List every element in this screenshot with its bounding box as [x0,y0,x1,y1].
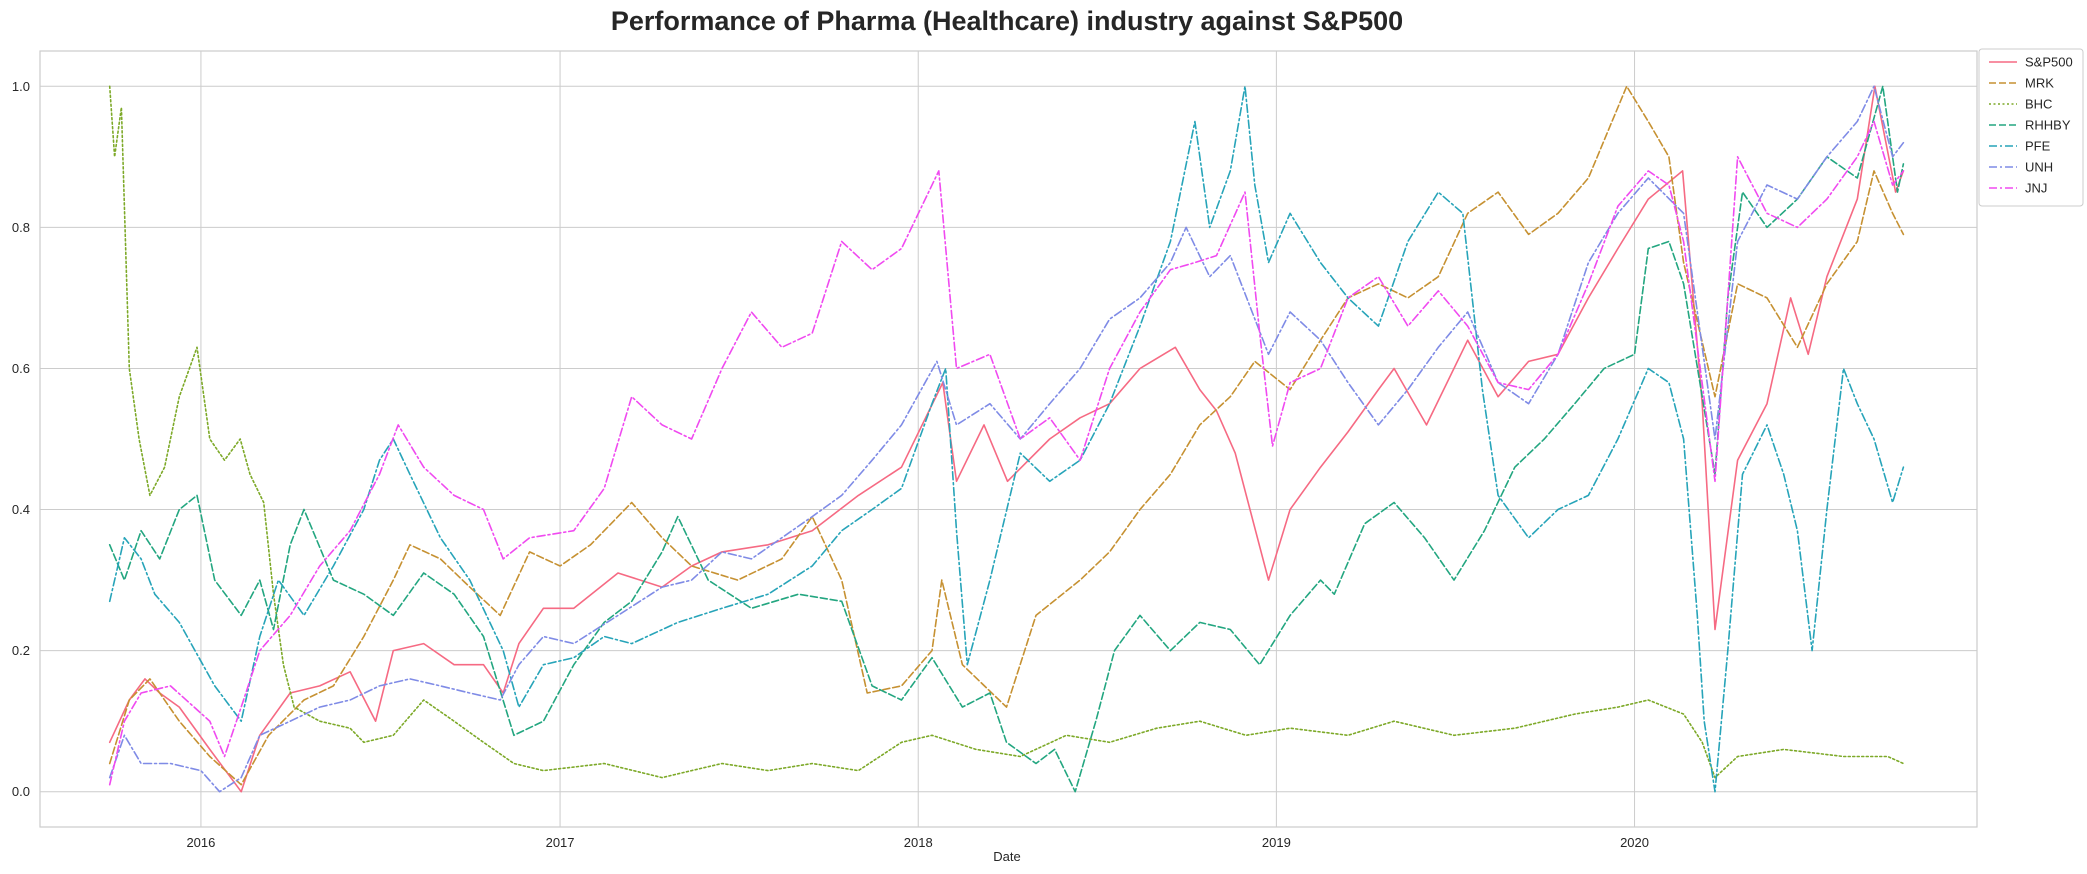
series-line-jnj [108,120,1905,786]
y-tick-label: 1.0 [12,79,30,94]
y-tick-label: 0.0 [12,784,30,799]
legend-label: JNJ [2025,181,2047,196]
legend-label: UNH [2025,160,2053,175]
series-line-s-p500 [108,85,1905,793]
y-tick-label: 0.8 [12,220,30,235]
legend-label: BHC [2025,97,2052,112]
y-tick-label: 0.4 [12,502,30,517]
legend-label: S&P500 [2025,55,2073,70]
legend-label: MRK [2025,76,2054,91]
x-tick-labels: 2016 2017 2018 2019 2020 [186,835,1649,850]
series-lines [108,85,1905,793]
series-line-bhc [108,85,1905,779]
chart-title: Performance of Pharma (Healthcare) indus… [611,6,1403,36]
legend-label: PFE [2025,139,2051,154]
legend-label: RHHBY [2025,118,2071,133]
y-tick-labels: 0.0 0.2 0.4 0.6 0.8 1.0 [12,79,30,799]
x-tick-label: 2019 [1262,835,1291,850]
y-tick-label: 0.6 [12,361,30,376]
series-line-rhhby [108,85,1905,793]
y-tick-label: 0.2 [12,643,30,658]
x-axis-label: Date [993,849,1020,864]
x-tick-label: 2018 [904,835,933,850]
x-tick-label: 2016 [186,835,215,850]
x-tick-label: 2017 [546,835,575,850]
grid-lines [40,51,1977,827]
plot-frame [39,50,1978,828]
series-line-mrk [108,85,1905,786]
legend: S&P500 MRK BHC RHHBY PFE UNH JNJ [1978,48,2084,207]
x-tick-label: 2020 [1620,835,1649,850]
